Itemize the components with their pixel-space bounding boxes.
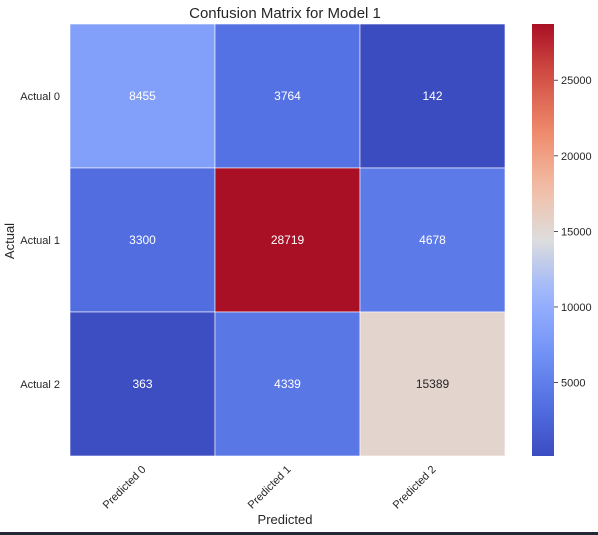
cell-value-label: 142 [422,89,442,103]
x-tick-label: Predicted 0 [101,464,149,512]
cell-value-label: 15389 [416,377,450,391]
colorbar [532,24,554,456]
cell-value-label: 4339 [274,377,301,391]
heatmap-cell [359,167,506,313]
colorbar-tick-label: 15000 [561,226,592,238]
heatmap-cell [69,167,216,313]
x-tick-label: Predicted 1 [246,464,294,512]
cell-value-label: 3300 [129,233,156,247]
heatmap-cell [359,23,506,169]
x-tick-labels: Predicted 0 Predicted 1 Predicted 2 [101,464,439,512]
cell-value-label: 8455 [129,89,156,103]
cell-value-label: 28719 [271,233,305,247]
cell-value-label: 363 [132,377,152,391]
y-tick-labels: Actual 0 Actual 1 Actual 2 [20,91,60,391]
y-tick-label: Actual 2 [20,379,60,391]
heatmap-cell [214,167,361,313]
heatmap-cell [69,23,216,169]
cell-value-label: 4678 [419,233,446,247]
x-tick-label: Predicted 2 [391,464,439,512]
y-axis-label: Actual [2,223,17,259]
x-axis-label: Predicted [258,512,313,527]
y-tick-label: Actual 0 [20,91,60,103]
heatmap-cells: 8455 3764 142 3300 28719 4678 363 4339 15389 [69,23,506,457]
heatmap-cell [214,311,361,457]
colorbar-tick-label: 25000 [561,75,592,87]
colorbar-tick-label: 5000 [561,378,585,390]
heatmap-cell [69,311,216,457]
y-tick-label: Actual 1 [20,235,60,247]
colorbar-ticks: 5000 10000 15000 20000 25000 [554,75,592,390]
heatmap-cell [214,23,361,169]
heatmap-cell [359,311,506,457]
colorbar-tick-label: 10000 [561,302,592,314]
cell-value-label: 3764 [274,89,301,103]
colorbar-tick-label: 20000 [561,151,592,163]
chart-title: Confusion Matrix for Model 1 [189,5,381,22]
